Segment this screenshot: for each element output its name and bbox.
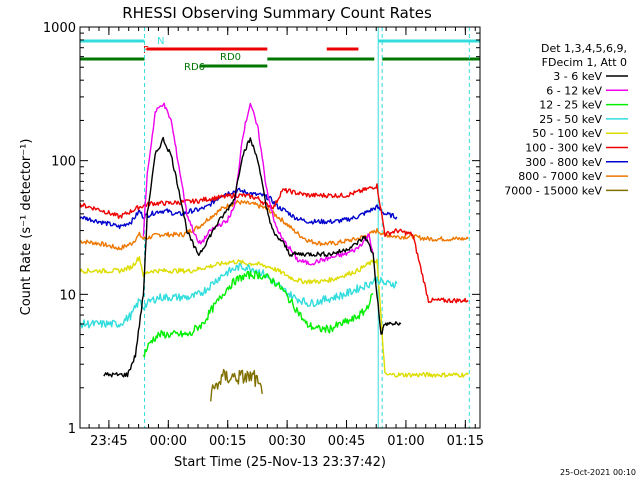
x-tick-label: 01:15: [447, 434, 484, 449]
x-tick-label: 00:15: [209, 434, 246, 449]
series-line-2: [142, 270, 374, 358]
x-tick-label: 00:30: [268, 434, 305, 449]
series-line-0: [103, 136, 402, 378]
series-line-3: [79, 262, 398, 329]
series-line-7: [79, 199, 469, 251]
plot-frame: [79, 26, 481, 429]
y-tick-label: 1000: [43, 21, 76, 36]
date-stamp: 25-Oct-2021 00:10: [560, 468, 636, 477]
x-axis-label: Start Time (25-Nov-13 23:37:42): [174, 455, 386, 470]
flag-label-f: F: [143, 45, 149, 56]
x-tick-label: 23:45: [90, 434, 127, 449]
legend-label: 12 - 25 keV: [539, 99, 602, 112]
legend-label: 3 - 6 keV: [553, 70, 602, 83]
axes: 1 10 100 1000 23:45 00:00 00:15 00:30 00:45 01:00…: [43, 21, 484, 449]
flag-bars: NF RD0 RD6: [80, 36, 480, 73]
series-line-4: [79, 256, 469, 378]
legend-label: 100 - 300 keV: [525, 142, 602, 155]
legend: Det 1,3,4,5,6,9,FDecim 1, Att 03 - 6 keV…: [504, 42, 628, 197]
y-axis-label: Count Rate (s⁻¹ detector⁻¹): [19, 139, 34, 316]
x-tick-label: 00:00: [150, 434, 187, 449]
y-tick-label: 1: [68, 422, 76, 437]
chart-title: RHESSI Observing Summary Count Rates: [122, 4, 432, 22]
legend-label: 300 - 800 keV: [525, 156, 602, 169]
flag-label-n: N: [157, 36, 164, 47]
flag-label-rd6: RD6: [184, 62, 205, 73]
plot-area: [79, 27, 470, 428]
series-line-1: [142, 102, 374, 266]
legend-header-line: FDecim 1, Att 0: [542, 56, 627, 69]
series-line-8: [210, 368, 263, 402]
y-tick-label: 100: [51, 155, 76, 170]
legend-label: 800 - 7000 keV: [518, 170, 602, 183]
x-tick-label: 00:45: [328, 434, 365, 449]
legend-label: 6 - 12 keV: [546, 84, 602, 97]
y-tick-label: 10: [59, 288, 76, 303]
x-tick-label: 01:00: [387, 434, 424, 449]
legend-label: 25 - 50 keV: [539, 113, 602, 126]
legend-label: 7000 - 15000 keV: [504, 184, 602, 197]
legend-label: 50 - 100 keV: [532, 127, 602, 140]
flag-label-rd0: RD0: [220, 52, 241, 63]
legend-header-line: Det 1,3,4,5,6,9,: [541, 42, 627, 55]
series-line-6: [79, 187, 398, 230]
